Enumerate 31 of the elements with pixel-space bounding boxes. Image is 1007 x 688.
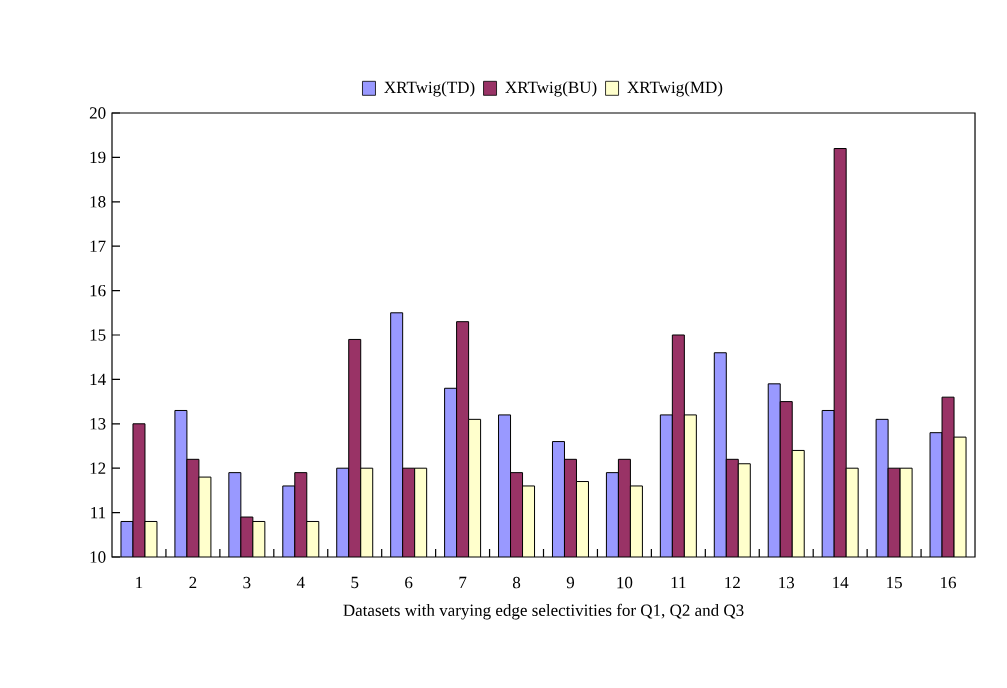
x-tick-label: 13 — [779, 576, 795, 589]
x-tick-label: 4 — [296, 576, 305, 589]
x-tick-label: 10 — [617, 576, 633, 589]
x-tick-label: 11 — [671, 576, 686, 589]
x-tick-label: 8 — [512, 576, 521, 589]
y-tick-label: 18 — [90, 196, 106, 208]
legend-label: XRTwig(BU) — [505, 81, 597, 97]
x-tick-label: 2 — [189, 576, 197, 589]
legend-label: XRTwig(MD) — [627, 81, 723, 97]
x-tick-label: 1 — [136, 576, 143, 589]
y-tick-label: 14 — [90, 373, 106, 386]
legend-label: XRTwig(TD) — [384, 81, 475, 97]
x-axis-title: Datasets with varying edge selectivities for Q1, Q2 and Q3 — [343, 603, 744, 620]
y-tick-label: 15 — [90, 329, 106, 341]
x-tick-label: 15 — [887, 576, 902, 589]
y-tick-label: 16 — [90, 284, 106, 297]
y-tick-label: 19 — [90, 151, 106, 164]
y-tick-label: 13 — [90, 418, 106, 430]
y-tick-label: 17 — [90, 240, 106, 252]
y-tick-label: 20 — [89, 107, 106, 119]
x-tick-label: 3 — [243, 576, 251, 589]
y-tick-label: 10 — [90, 551, 106, 563]
x-tick-label: 9 — [566, 576, 575, 589]
y-tick-label: 12 — [90, 462, 106, 474]
x-tick-label: 14 — [833, 576, 849, 589]
x-tick-label: 12 — [725, 576, 740, 589]
x-tick-label: 7 — [459, 576, 467, 588]
x-tick-label: 6 — [405, 576, 413, 589]
x-tick-label: 5 — [351, 576, 359, 589]
x-tick-label: 16 — [941, 576, 957, 589]
y-tick-label: 11 — [91, 506, 106, 519]
